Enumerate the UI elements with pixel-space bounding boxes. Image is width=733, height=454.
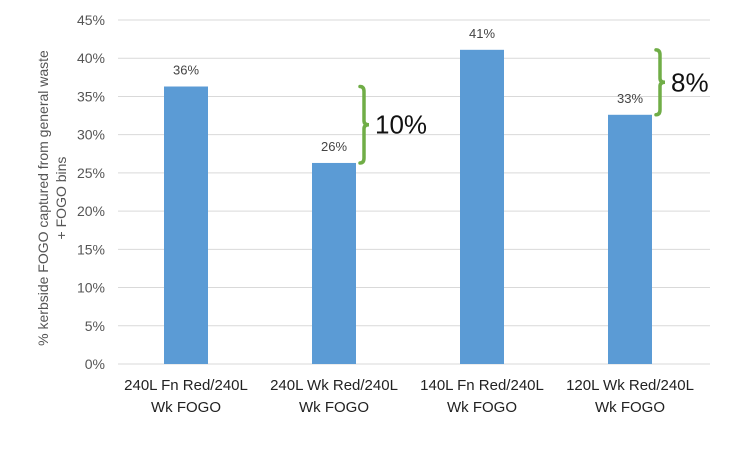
category-label: Wk FOGO (151, 399, 221, 416)
y-axis-label: % kerbside FOGO captured from general wa… (35, 50, 69, 346)
data-label: 36% (173, 63, 199, 78)
bar (312, 162, 356, 364)
annotations: 10% 8% (358, 48, 709, 165)
y-tick-label: 5% (85, 318, 105, 334)
category-label: 140L Fn Red/240L (420, 377, 544, 394)
y-tick-label: 30% (77, 127, 105, 143)
category-label: Wk FOGO (447, 399, 517, 416)
y-tick-label: 15% (77, 241, 105, 257)
x-axis-categories: 240L Fn Red/240L Wk FOGO 240L Wk Red/240L W… (124, 377, 694, 416)
data-label: 26% (321, 139, 347, 154)
y-tick-label: 10% (77, 280, 105, 296)
bars (164, 49, 652, 365)
category-label: Wk FOGO (595, 399, 665, 416)
bracket (358, 84, 370, 165)
category-label: 240L Fn Red/240L (124, 377, 248, 394)
y-tick-label: 45% (77, 12, 105, 28)
y-axis-label-line: % kerbside FOGO captured from general wa… (35, 50, 51, 346)
data-label: 33% (617, 91, 643, 106)
y-axis-ticks: 0% 5% 10% 15% 20% 25% 30% 35% 40% 45% (77, 12, 105, 372)
y-tick-label: 20% (77, 203, 105, 219)
category-label: 240L Wk Red/240L (270, 377, 398, 394)
difference-annotation: 8% (671, 67, 709, 97)
bar (608, 114, 652, 365)
y-axis-label-line: + FOGO bins (53, 157, 69, 240)
y-tick-label: 35% (77, 88, 105, 104)
y-tick-label: 25% (77, 165, 105, 181)
bar (164, 86, 208, 365)
data-label: 41% (469, 26, 495, 41)
y-tick-label: 40% (77, 50, 105, 66)
category-label: 120L Wk Red/240L (566, 377, 694, 394)
difference-annotation: 10% (375, 110, 427, 140)
y-tick-label: 0% (85, 356, 105, 372)
bracket (654, 48, 666, 117)
category-label: Wk FOGO (299, 399, 369, 416)
data-labels: 36% 26% 41% 33% (173, 26, 643, 154)
bar (460, 49, 504, 365)
gridlines (118, 19, 710, 365)
